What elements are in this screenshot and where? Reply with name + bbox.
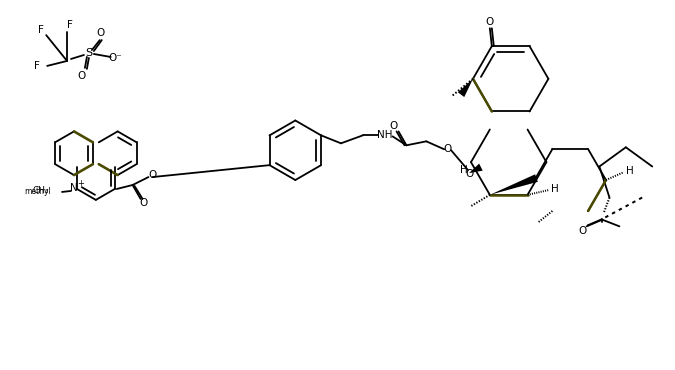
Text: O: O bbox=[140, 198, 148, 208]
Polygon shape bbox=[458, 79, 473, 97]
Text: O: O bbox=[78, 71, 86, 81]
Text: N: N bbox=[70, 183, 78, 193]
Text: F: F bbox=[34, 61, 40, 71]
Text: F: F bbox=[38, 25, 44, 35]
Text: +: + bbox=[78, 178, 84, 188]
Text: O: O bbox=[486, 17, 494, 27]
Text: S: S bbox=[85, 48, 92, 58]
Text: O⁻: O⁻ bbox=[109, 53, 123, 63]
Text: O: O bbox=[443, 144, 452, 154]
Text: H: H bbox=[551, 184, 559, 194]
Polygon shape bbox=[469, 164, 483, 173]
Text: methyl: methyl bbox=[24, 188, 51, 196]
Text: NH: NH bbox=[377, 130, 392, 140]
Text: CH₃: CH₃ bbox=[32, 186, 49, 195]
Text: O: O bbox=[578, 226, 587, 236]
Text: H: H bbox=[626, 166, 634, 176]
Text: O: O bbox=[466, 169, 474, 179]
Text: F: F bbox=[67, 20, 73, 30]
Polygon shape bbox=[490, 174, 538, 195]
Text: H: H bbox=[460, 165, 468, 175]
Text: O: O bbox=[389, 121, 398, 131]
Text: O: O bbox=[97, 28, 105, 38]
Text: O: O bbox=[148, 170, 157, 180]
